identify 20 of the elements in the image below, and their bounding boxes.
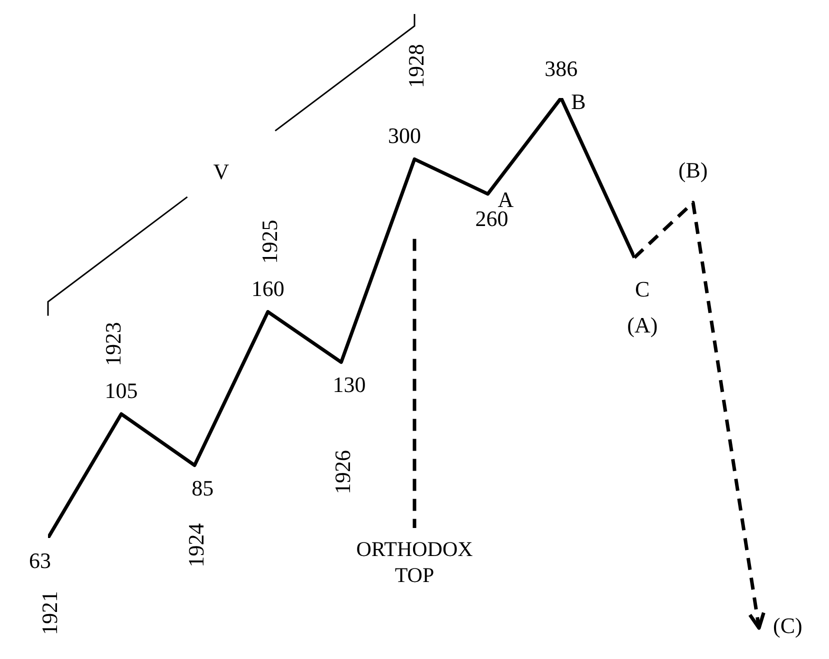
annotation: 1923: [100, 322, 126, 366]
data-label: 300: [388, 123, 421, 148]
text: 1921: [37, 591, 62, 635]
annotation: V: [213, 158, 230, 184]
data-label: 63: [29, 548, 51, 573]
data-label: 130: [332, 372, 366, 398]
annotation: ORTHODOX TOP: [356, 537, 473, 587]
text: 1928: [404, 44, 429, 88]
data-label: 105: [104, 378, 138, 404]
annotation: 1925: [256, 220, 282, 264]
annotation: (A): [627, 312, 658, 338]
text: (C): [773, 613, 802, 638]
annotation: C: [635, 276, 650, 302]
data-label: 386: [544, 56, 578, 81]
data-label: 85: [192, 475, 214, 500]
annotation: 1924: [184, 523, 209, 568]
annotation: 1926: [330, 450, 356, 494]
text: (B): [678, 158, 708, 183]
annotation: B: [571, 89, 586, 114]
data-label: 160: [251, 276, 284, 301]
